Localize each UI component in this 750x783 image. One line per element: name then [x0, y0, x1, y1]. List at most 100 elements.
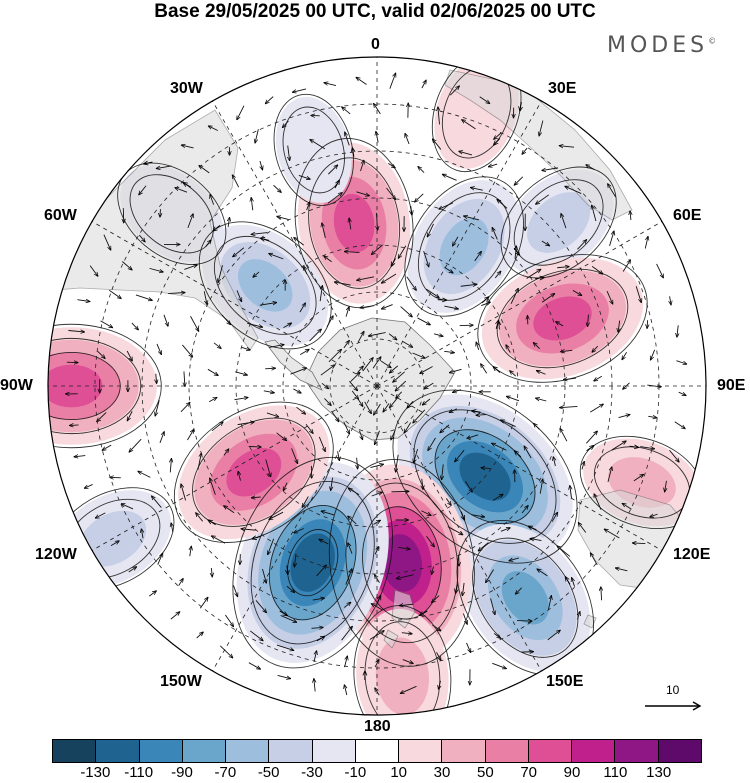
lon-label-30w: 30W: [170, 80, 203, 97]
streamline: [413, 409, 557, 544]
lon-label-90w: 90W: [0, 377, 33, 394]
wind-arrow: [110, 477, 121, 478]
wind-arrow: [235, 371, 247, 375]
streamline: [513, 179, 604, 266]
wind-arrow: [311, 627, 323, 628]
streamline: [496, 268, 629, 369]
colorbar-segment: [269, 740, 313, 762]
wind-arrow: [123, 208, 124, 223]
lat-lon-grid: [48, 57, 706, 715]
wind-arrow: [399, 604, 414, 606]
wind-arrow: [349, 381, 357, 390]
streamline: [250, 480, 375, 645]
wind-arrow: [372, 357, 381, 369]
wind-arrow: [313, 651, 317, 663]
wind-arrow: [577, 612, 580, 620]
wind-arrow: [521, 506, 528, 514]
wind-arrow: [388, 333, 397, 340]
wind-arrow: [351, 390, 358, 399]
lon-label-90e: 90E: [717, 377, 746, 394]
streamline: [345, 482, 459, 644]
map-boundary: [47, 56, 707, 716]
wind-arrow: [356, 77, 367, 85]
wind-arrow: [427, 223, 434, 237]
streamline: [500, 166, 617, 279]
wind-arrow: [187, 430, 193, 441]
wind-arrow: [494, 271, 501, 279]
wind-arrow: [208, 397, 217, 403]
wind-arrow: [286, 585, 295, 592]
wind-arrow: [371, 492, 383, 497]
wind-arrow: [510, 371, 517, 377]
wind-arrow: [320, 365, 335, 376]
wind-arrow: [292, 88, 307, 92]
wind-arrow: [221, 314, 230, 325]
wind-arrow: [196, 632, 204, 639]
anomaly-band: [439, 217, 489, 276]
wind-arrow: [541, 240, 550, 246]
wind-arrow: [237, 422, 255, 426]
wind-arrow: [632, 543, 646, 544]
wind-arrow: [444, 305, 458, 309]
wind-arrow: [476, 342, 479, 351]
wind-arrow: [438, 680, 440, 690]
colorbar-tick-label: -10: [344, 764, 367, 781]
colorbar-segment: [53, 740, 97, 762]
wind-arrow: [509, 557, 519, 561]
wind-arrow: [374, 547, 379, 555]
wind-arrow: [640, 447, 654, 449]
wind-arrow: [345, 569, 352, 585]
wind-arrow: [299, 303, 305, 313]
wind-arrow: [159, 432, 164, 443]
colorbar-tick-label: -110: [124, 764, 154, 781]
lon-label-60e: 60E: [673, 207, 702, 224]
wind-arrow: [241, 347, 250, 350]
wind-arrow: [449, 368, 462, 372]
wind-arrow: [391, 430, 396, 439]
wind-arrow: [316, 565, 327, 577]
wind-arrow: [338, 451, 340, 460]
colorbar-tick-label: 30: [433, 764, 451, 781]
colorbar-tick-label: 90: [563, 764, 581, 781]
wind-arrow: [591, 265, 603, 274]
wind-arrow: [606, 291, 613, 304]
wind-arrow: [380, 360, 391, 368]
anomaly-cell: [275, 96, 352, 203]
streamline-arrow: [481, 295, 489, 304]
wind-arrow: [514, 176, 524, 185]
lon-label-0: 0: [371, 36, 380, 53]
streamline: [477, 254, 648, 383]
wind-arrow: [190, 546, 192, 557]
wind-arrow: [474, 251, 482, 262]
streamline: [392, 389, 578, 564]
wind-arrow: [630, 211, 631, 220]
wind-arrow: [268, 345, 284, 348]
wind-arrow: [149, 267, 164, 272]
wind-arrow: [609, 231, 614, 247]
wind-arrow: [68, 331, 84, 332]
wind-arrow: [565, 186, 582, 194]
wind-arrow: [396, 391, 403, 398]
wind-arrow: [547, 596, 551, 611]
wind-arrow: [592, 345, 599, 352]
wind-arrow: [559, 146, 575, 148]
wind-arrow: [89, 265, 98, 277]
wind-arrow: [466, 642, 471, 653]
wind-arrow: [208, 126, 218, 131]
wind-arrow: [588, 314, 589, 327]
colorbar-tick-label: -130: [80, 764, 111, 781]
wind-arrow: [604, 529, 620, 539]
colorbar-segment: [226, 740, 270, 762]
wind-arrow: [345, 132, 350, 146]
streamline-arrow: [3, 426, 10, 432]
streamline-arrow: [419, 610, 428, 615]
streamline-arrow: [472, 407, 481, 416]
wind-arrow: [306, 202, 310, 211]
wind-arrow: [510, 288, 518, 304]
wind-arrow: [175, 188, 188, 193]
streamline: [48, 323, 162, 449]
wind-arrow: [669, 449, 680, 462]
wind-arrow: [138, 234, 145, 242]
wind-arrow: [181, 484, 187, 501]
wind-arrow: [453, 390, 462, 393]
